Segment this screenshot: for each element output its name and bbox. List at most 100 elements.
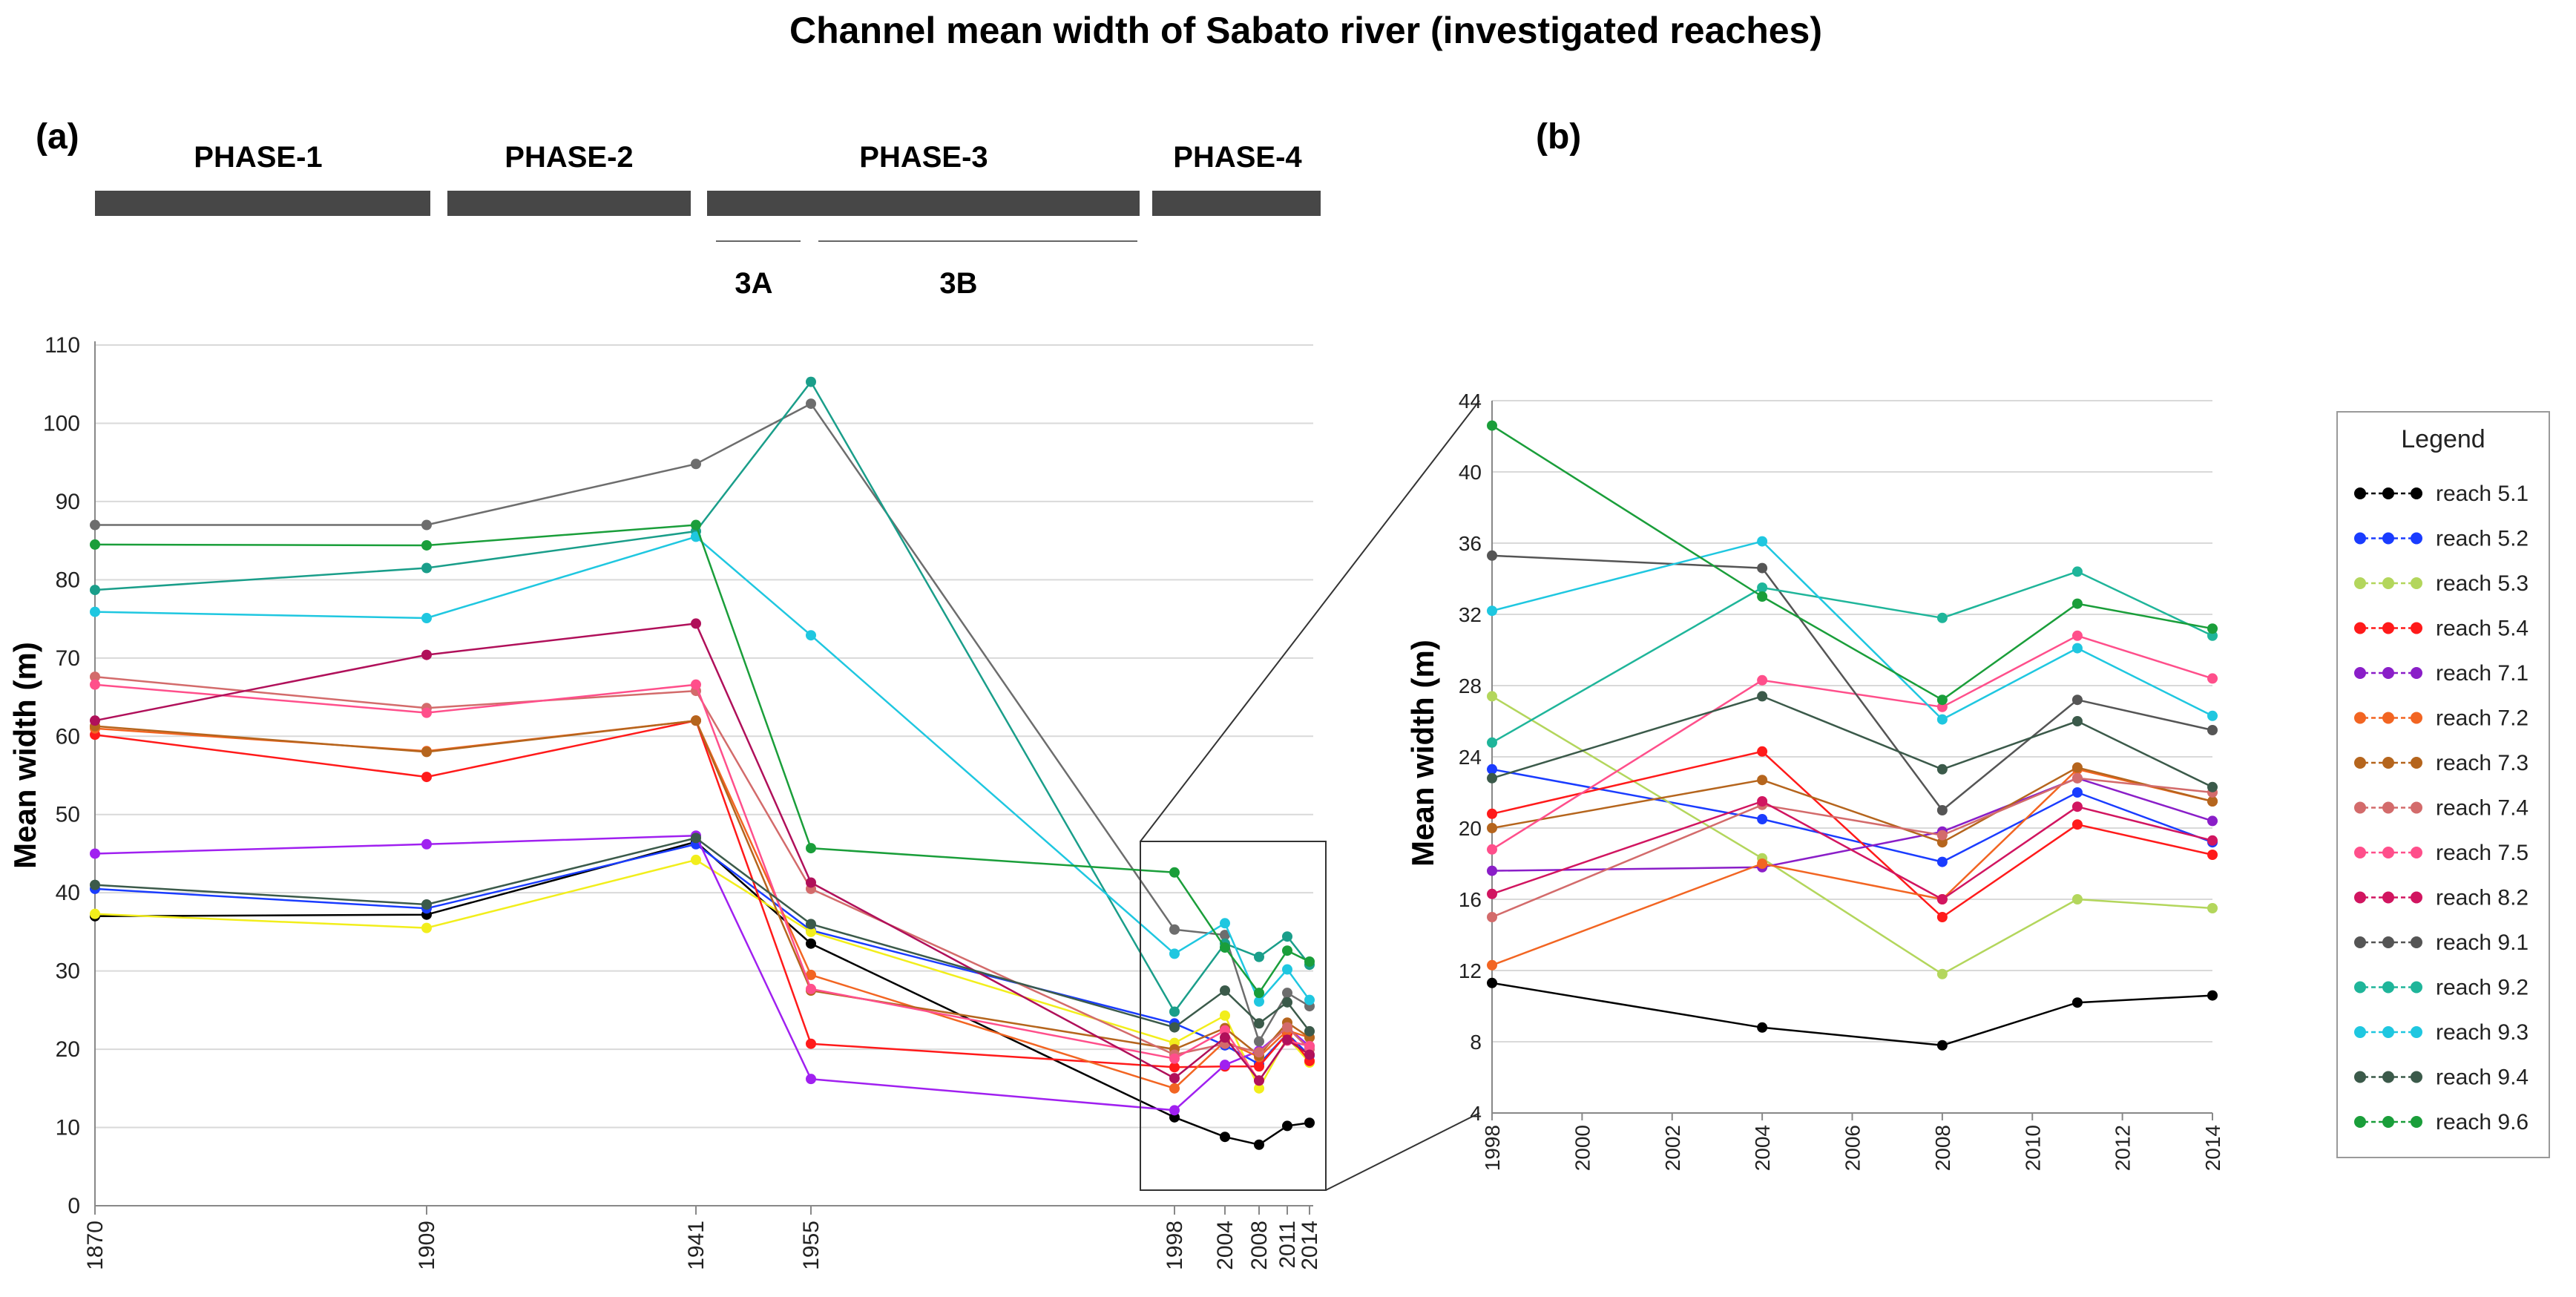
legend-marker xyxy=(2354,936,2366,948)
legend-label: reach 7.5 xyxy=(2436,841,2529,865)
phase-1-label: PHASE-1 xyxy=(194,141,322,174)
legend-marker xyxy=(2411,981,2422,994)
series-line xyxy=(1491,554,2213,812)
series-line xyxy=(1491,768,2213,966)
data-point xyxy=(1254,1075,1264,1086)
data-point xyxy=(1757,746,1768,757)
legend-marker xyxy=(2354,891,2366,904)
legend-item: reach 5.2 xyxy=(2354,527,2529,551)
data-point xyxy=(806,630,816,641)
y-tick-label: 40 xyxy=(1459,461,1482,484)
data-point xyxy=(1304,956,1315,967)
data-point xyxy=(2207,796,2218,807)
legend-label: reach 9.3 xyxy=(2436,1020,2529,1045)
data-point xyxy=(2207,835,2218,846)
series-line xyxy=(94,843,1310,1065)
data-point xyxy=(1220,1060,1230,1071)
data-point xyxy=(2207,710,2218,721)
data-point xyxy=(691,618,701,629)
x-tick-label: 1998 xyxy=(1481,1125,1504,1171)
series-reach-5-1 xyxy=(1487,977,2218,1051)
data-point xyxy=(1487,888,1497,899)
data-point xyxy=(1282,931,1292,942)
data-point xyxy=(1220,985,1230,996)
series-reach-9-2 xyxy=(1487,566,2218,748)
data-point xyxy=(2207,903,2218,913)
legend-marker xyxy=(2382,532,2394,545)
y-tick-label: 4 xyxy=(1470,1102,1482,1125)
data-point xyxy=(1220,1032,1230,1043)
data-point xyxy=(1487,605,1497,617)
data-point xyxy=(1220,1010,1230,1021)
legend-marker xyxy=(2354,532,2366,545)
legend-marker xyxy=(2354,801,2366,814)
data-point xyxy=(691,679,701,690)
data-point xyxy=(806,376,816,387)
data-point xyxy=(1282,964,1292,975)
legend-item: reach 5.4 xyxy=(2354,617,2529,641)
series-reach-9-4 xyxy=(1487,691,2218,792)
legend-label: reach 7.2 xyxy=(2436,706,2529,731)
data-point xyxy=(1169,924,1180,935)
legend-marker xyxy=(2382,712,2394,724)
data-point xyxy=(1757,674,1768,686)
zoom-connector-top xyxy=(1140,400,1480,842)
data-point xyxy=(1304,1117,1315,1129)
legend-label: reach 5.1 xyxy=(2436,482,2529,506)
x-tick-label: 1870 xyxy=(83,1221,108,1270)
legend-marker xyxy=(2382,1026,2394,1038)
phase-2-bar xyxy=(447,191,691,216)
series-reach-9-6 xyxy=(1487,420,2218,706)
legend-label: reach 9.4 xyxy=(2436,1065,2529,1090)
y-tick-label: 20 xyxy=(1459,817,1482,840)
series-reach-7-2 xyxy=(90,715,1315,1094)
series-reach-9-1 xyxy=(90,398,1315,1047)
data-point xyxy=(1254,988,1264,999)
series-line xyxy=(1491,768,2213,863)
data-point xyxy=(691,459,701,470)
data-point xyxy=(1169,1105,1180,1116)
panel-b-y-axis-title: Mean width (m) xyxy=(1405,640,1440,867)
series-line xyxy=(1491,982,2213,1047)
y-tick-label: 60 xyxy=(56,724,80,749)
series-line xyxy=(1491,777,2213,919)
data-point xyxy=(1936,714,1948,725)
data-point xyxy=(1220,942,1230,953)
phase-4-label: PHASE-4 xyxy=(1173,141,1302,174)
phase-bars: PHASE-1 PHASE-2 PHASE-3 PHASE-4 3A 3B xyxy=(95,141,1321,300)
legend-item: reach 9.3 xyxy=(2354,1020,2529,1045)
y-tick-label: 32 xyxy=(1459,603,1482,626)
legend-items: reach 5.1 reach 5.2 reach 5.3 reach 5.4 reac… xyxy=(2354,482,2529,1135)
data-point xyxy=(1169,948,1180,959)
series-reach-7-1 xyxy=(90,830,1315,1116)
y-tick-label: 30 xyxy=(56,959,80,984)
data-point xyxy=(421,519,432,531)
legend-marker xyxy=(2411,532,2422,545)
data-point xyxy=(2071,630,2083,641)
series-reach-5-3 xyxy=(90,854,1315,1094)
legend-marker xyxy=(2354,667,2366,679)
data-point xyxy=(1282,988,1292,999)
data-point xyxy=(1220,930,1230,941)
x-tick-label: 2004 xyxy=(1751,1125,1774,1171)
series-reach-8-2 xyxy=(1487,796,2218,904)
data-point xyxy=(806,843,816,854)
data-point xyxy=(1757,814,1768,824)
zoom-connector-bottom xyxy=(1325,1112,1480,1191)
data-point xyxy=(2207,990,2218,1001)
panel-b-y-ticks: 4 8 12 16 20 24 28 32 36 40 44 xyxy=(1459,390,1482,1125)
series-line xyxy=(94,524,1310,994)
panel-a-series xyxy=(90,376,1315,1150)
data-point xyxy=(90,606,100,617)
series-line xyxy=(94,858,1310,1090)
data-point xyxy=(2071,566,2083,577)
x-tick-label: 1955 xyxy=(799,1221,824,1270)
data-point xyxy=(1487,844,1497,855)
data-point xyxy=(1254,1036,1264,1047)
data-point xyxy=(2071,762,2083,773)
data-point xyxy=(691,519,701,531)
legend-marker xyxy=(2354,487,2366,499)
data-point xyxy=(1936,968,1948,979)
phase-1-bar xyxy=(95,191,430,216)
